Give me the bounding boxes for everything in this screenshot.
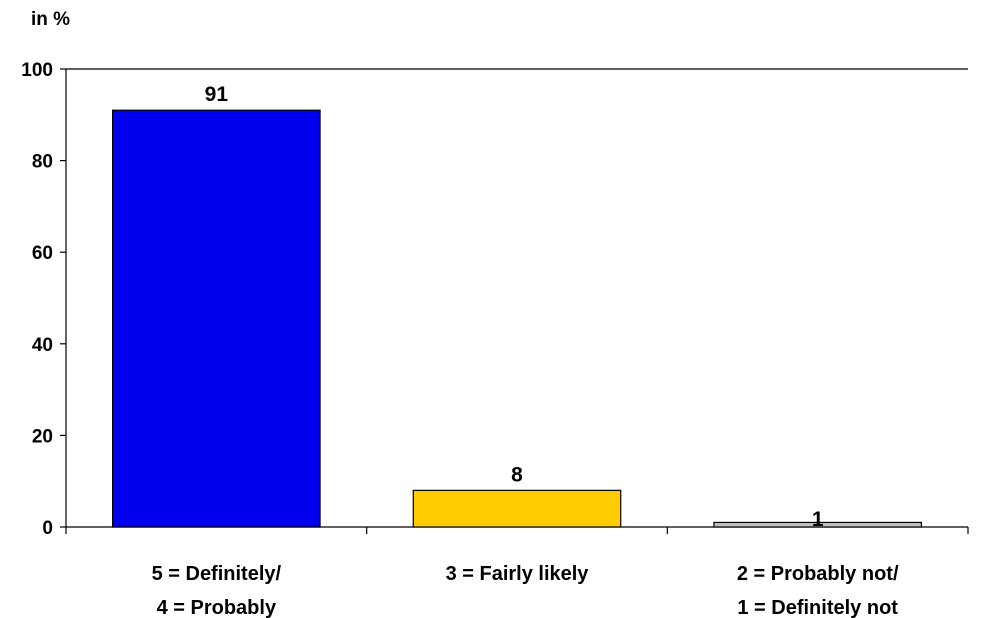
y-tick-label: 100 (21, 60, 53, 81)
x-category-label: 4 = Probably (157, 597, 277, 618)
bar (112, 109, 321, 528)
y-unit-label: in % (31, 9, 70, 30)
x-category-label: 5 = Definitely/ (152, 563, 282, 585)
y-tick-label: 20 (32, 426, 53, 447)
y-tick-label: 0 (42, 518, 53, 539)
y-tick-label: 80 (32, 152, 53, 173)
x-category-label: 3 = Fairly likely (446, 563, 590, 585)
y-tick-label: 40 (32, 335, 53, 356)
bar (713, 521, 922, 528)
bar-value-label: 91 (205, 83, 229, 106)
bar-value-label: 8 (511, 463, 523, 486)
bars (112, 109, 922, 528)
labels: 91 5 = Definitely/4 = Probably 8 3 = Fairly… (152, 83, 899, 618)
x-category-label: 2 = Probably not/ (737, 563, 899, 585)
y-tick-label: 60 (32, 243, 53, 264)
bar-value-label: 1 (812, 508, 824, 531)
bar (412, 489, 622, 528)
x-category-label: 1 = Definitely not (737, 597, 898, 618)
